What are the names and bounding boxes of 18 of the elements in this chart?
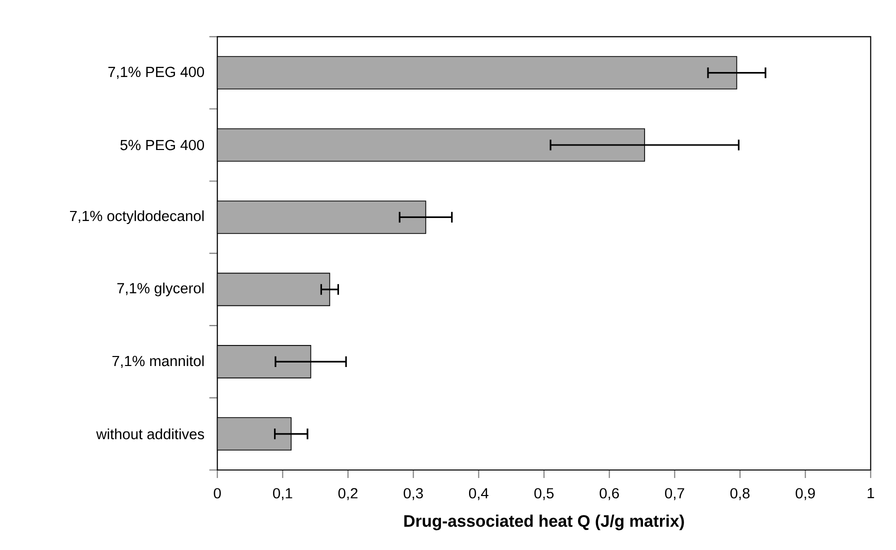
x-tick-label: 0,5 xyxy=(534,488,554,500)
x-tick-label: 0,2 xyxy=(338,488,358,500)
y-tick-label: 5% PEG 400 xyxy=(120,140,204,150)
x-tick-label: 0 xyxy=(214,488,221,498)
y-tick-label: without additives xyxy=(96,428,204,440)
x-tick-label: 0,7 xyxy=(665,488,684,500)
x-tick-label: 0,6 xyxy=(600,488,619,500)
x-tick-label: 0,8 xyxy=(730,488,750,500)
x-tick-label: 0,4 xyxy=(469,488,488,500)
x-tick-label: 0,3 xyxy=(404,488,423,500)
x-tick-label: 0,1 xyxy=(273,488,292,500)
y-tick-label: 7,1% PEG 400 xyxy=(108,66,204,79)
y-tick-label: 7,1% mannitol xyxy=(112,355,204,368)
y-tick-label: 7,1% octyldodecanol xyxy=(70,210,204,224)
x-tick-label: 0,9 xyxy=(796,488,815,500)
x-axis-title: Drug-associated heat Q (J/g matrix) xyxy=(404,514,684,530)
y-tick-label: 7,1% glycerol xyxy=(117,282,204,296)
x-tick-label: 1 xyxy=(868,488,874,498)
